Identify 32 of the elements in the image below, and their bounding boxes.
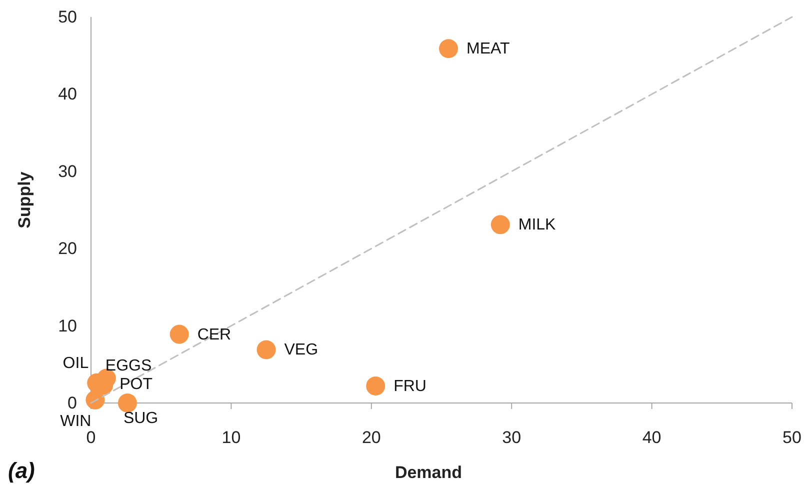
point xyxy=(366,376,386,396)
annotation: EGGS xyxy=(105,357,152,374)
y-tick-label: 0 xyxy=(68,394,77,412)
annotation: OIL xyxy=(62,354,89,372)
point xyxy=(256,340,276,360)
annotation: POT xyxy=(120,376,153,394)
y-tick-label: 20 xyxy=(58,239,77,258)
y-tick-label: 50 xyxy=(58,8,77,26)
annotation: FRU xyxy=(394,378,426,396)
x-tick-label: 50 xyxy=(782,428,802,447)
annotation: MILK xyxy=(518,216,556,234)
annotation: MEAT xyxy=(466,40,510,58)
point xyxy=(118,394,137,412)
annotation: VEG xyxy=(284,342,318,359)
x-tick-label: 30 xyxy=(502,428,522,447)
y-tick-label: 10 xyxy=(58,316,77,336)
point xyxy=(170,324,189,344)
x-axis-title: Demand xyxy=(394,463,462,482)
y-tick-label: 30 xyxy=(58,162,77,181)
y-axis-title: Supply xyxy=(15,171,34,228)
y-tick-label: 40 xyxy=(58,84,77,104)
point xyxy=(490,215,510,234)
annotation: WIN xyxy=(60,412,92,430)
x-tick-label: 20 xyxy=(362,428,381,447)
text: (a) xyxy=(8,458,35,483)
point xyxy=(439,39,458,58)
x-tick-label: 40 xyxy=(642,428,662,447)
annotation: SUG xyxy=(123,410,158,427)
x-tick-label: 10 xyxy=(222,428,241,447)
point xyxy=(86,390,105,410)
annotation: CER xyxy=(197,326,232,344)
x-tick-label: 0 xyxy=(86,428,96,447)
